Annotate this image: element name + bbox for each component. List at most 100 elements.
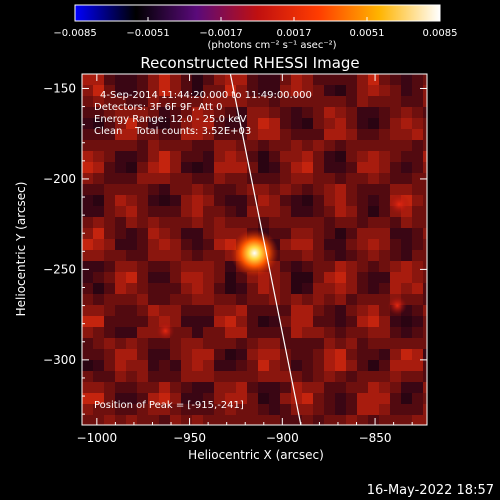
heatmap-cell: [335, 294, 346, 305]
heatmap-cell: [181, 338, 192, 349]
heatmap-cell: [346, 129, 357, 140]
heatmap-cell: [192, 393, 203, 404]
heatmap-cell: [390, 283, 401, 294]
heatmap-cell: [280, 184, 291, 195]
heatmap-cell: [269, 360, 280, 371]
heatmap-cell: [313, 85, 324, 96]
heatmap-cell: [313, 239, 324, 250]
colorbar-ticks: −0.0085 −0.0051 −0.0017 0.0017 0.0051 0.0085: [53, 17, 458, 39]
heatmap-cell: [269, 173, 280, 184]
heatmap-cell: [357, 349, 368, 360]
heatmap-cell: [247, 272, 258, 283]
heatmap-cell: [390, 129, 401, 140]
heatmap-cell: [423, 239, 427, 250]
heatmap-cell: [258, 272, 269, 283]
heatmap-cell: [390, 382, 401, 393]
heatmap-cell: [159, 85, 170, 96]
heatmap-cell: [214, 118, 225, 129]
heatmap-cell: [412, 415, 423, 425]
heatmap-cell: [313, 305, 324, 316]
heatmap-cell: [324, 349, 335, 360]
heatmap-cell: [137, 338, 148, 349]
heatmap-cell: [368, 371, 379, 382]
heatmap-cell: [225, 250, 236, 261]
heatmap-cell: [104, 129, 115, 140]
heatmap-cell: [203, 206, 214, 217]
heatmap-cell: [346, 239, 357, 250]
heatmap-cell: [346, 184, 357, 195]
heatmap-cell: [148, 206, 159, 217]
heatmap-cell: [379, 107, 390, 118]
secondary-source: [156, 321, 175, 340]
heatmap-cell: [357, 415, 368, 425]
heatmap-cell: [346, 349, 357, 360]
heatmap-cell: [379, 250, 390, 261]
heatmap-cell: [181, 184, 192, 195]
heatmap-cell: [379, 415, 390, 425]
heatmap-cell: [137, 316, 148, 327]
colorbar-bar: [74, 4, 441, 22]
heatmap-cell: [280, 206, 291, 217]
heatmap-cell: [390, 338, 401, 349]
heatmap-cell: [390, 272, 401, 283]
heatmap-cell: [115, 129, 126, 140]
heatmap-cell: [225, 360, 236, 371]
heatmap-cell: [203, 349, 214, 360]
heatmap-cell: [302, 305, 313, 316]
heatmap-cell: [412, 173, 423, 184]
heatmap-cell: [82, 261, 93, 272]
heatmap-cell: [313, 162, 324, 173]
heatmap-cell: [214, 217, 225, 228]
heatmap-cell: [93, 294, 104, 305]
heatmap-cell: [159, 239, 170, 250]
heatmap-cell: [302, 195, 313, 206]
heatmap-cell: [258, 151, 269, 162]
heatmap-cell: [335, 118, 346, 129]
heatmap-cell: [181, 85, 192, 96]
heatmap-cell: [181, 107, 192, 118]
heatmap-cell: [379, 96, 390, 107]
heatmap-cell: [390, 371, 401, 382]
heatmap-cell: [203, 327, 214, 338]
heatmap-cell: [203, 272, 214, 283]
heatmap-cell: [82, 305, 93, 316]
heatmap-cell: [104, 118, 115, 129]
heatmap-cell: [93, 96, 104, 107]
heatmap-cell: [82, 206, 93, 217]
heatmap-cell: [390, 184, 401, 195]
heatmap-cell: [236, 184, 247, 195]
heatmap-cell: [401, 382, 412, 393]
secondary-source: [387, 296, 407, 316]
heatmap-cell: [137, 129, 148, 140]
heatmap-cell: [181, 173, 192, 184]
heatmap-cell: [291, 404, 302, 415]
heatmap-cell: [170, 239, 181, 250]
heatmap-cell: [423, 294, 427, 305]
heatmap-cell: [258, 327, 269, 338]
heatmap-cell: [170, 206, 181, 217]
heatmap-cell: [390, 261, 401, 272]
heatmap-cell: [423, 349, 427, 360]
heatmap-cell: [324, 316, 335, 327]
heatmap-cell: [104, 371, 115, 382]
heatmap-cell: [247, 74, 258, 85]
heatmap-cell: [247, 316, 258, 327]
heatmap-cell: [82, 283, 93, 294]
heatmap-cell: [170, 338, 181, 349]
heatmap-cell: [412, 85, 423, 96]
heatmap-cell: [203, 393, 214, 404]
heatmap-cell: [368, 162, 379, 173]
heatmap-cell: [357, 239, 368, 250]
heatmap-cell: [236, 162, 247, 173]
heatmap-cell: [346, 228, 357, 239]
heatmap-cell: [313, 338, 324, 349]
heatmap-cell: [401, 371, 412, 382]
heatmap-cell: [291, 195, 302, 206]
x-axis-label: Heliocentric X (arcsec): [188, 448, 324, 462]
axis-ticks: −1000 −950 −900 −850 −150 −200 −250 −300: [43, 74, 427, 445]
heatmap-cell: [357, 404, 368, 415]
heatmap-cell: [214, 250, 225, 261]
heatmap-cell: [225, 151, 236, 162]
heatmap-cell: [258, 184, 269, 195]
heatmap-cell: [148, 349, 159, 360]
